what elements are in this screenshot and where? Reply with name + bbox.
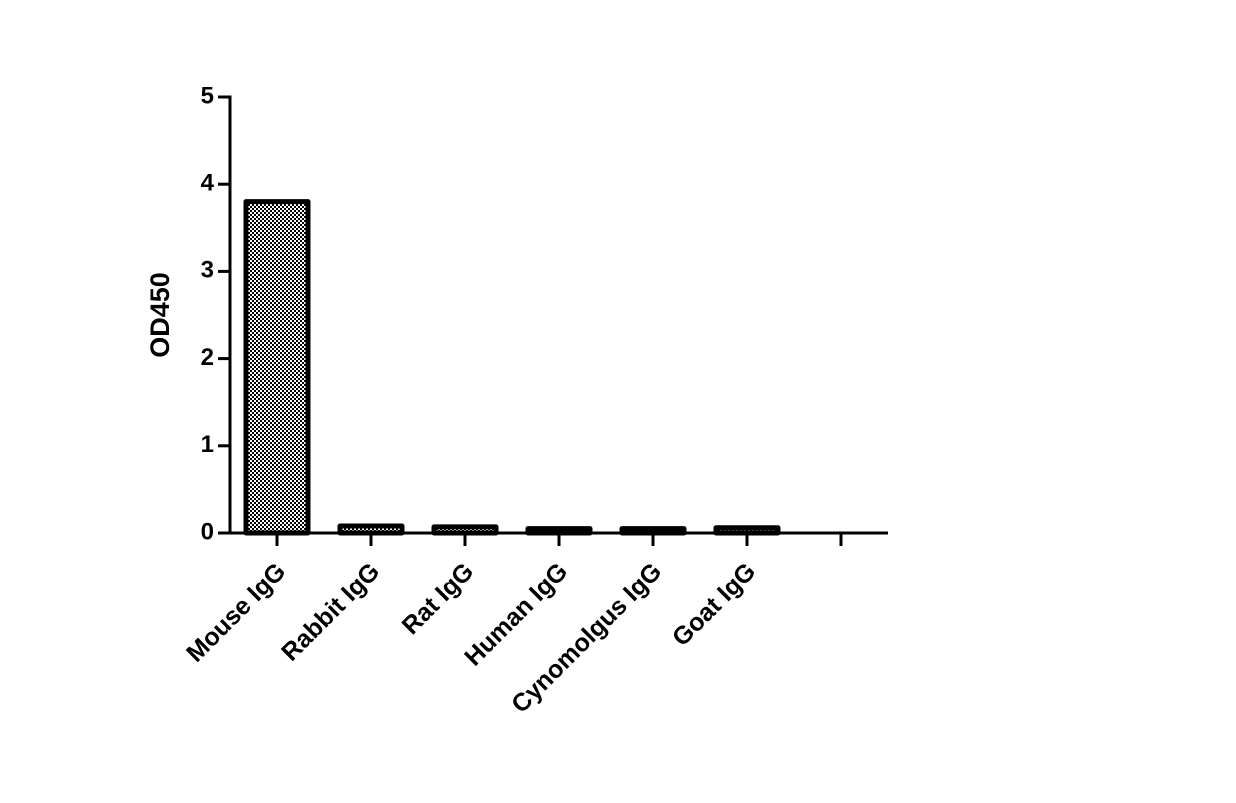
x-tick-label: Mouse IgG — [181, 557, 291, 667]
bar — [713, 525, 781, 536]
bar — [431, 524, 499, 536]
y-tick-label: 4 — [201, 170, 215, 197]
x-tick-label: Rat IgG — [397, 557, 480, 640]
y-tick-label: 1 — [201, 431, 214, 458]
y-tick-label: 5 — [201, 82, 214, 109]
bar — [619, 526, 687, 536]
y-tick-label: 0 — [201, 518, 214, 545]
x-tick-label: Goat IgG — [667, 557, 761, 651]
y-tick-label: 2 — [201, 344, 214, 371]
bar — [243, 199, 311, 536]
bar — [525, 526, 593, 536]
bar — [337, 523, 405, 536]
y-axis-label: OD450 — [145, 272, 175, 358]
x-tick-label: Rabbit IgG — [276, 557, 385, 666]
y-tick-label: 3 — [201, 257, 214, 284]
